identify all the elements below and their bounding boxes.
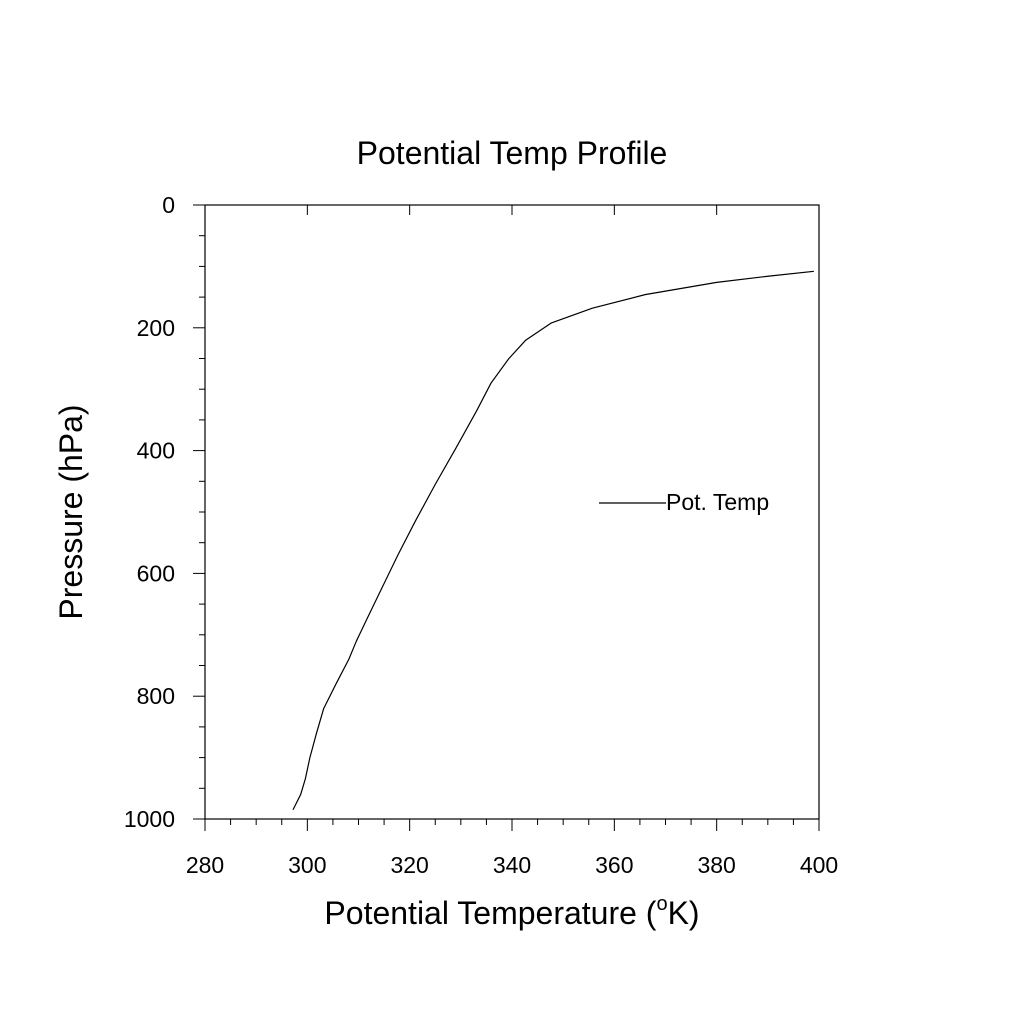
- chart-title: Potential Temp Profile: [357, 135, 668, 171]
- series-line-pot-temp: [292, 270, 814, 811]
- x-axis-title-main: Potential Temperature (: [324, 895, 656, 931]
- x-tick-label: 280: [186, 852, 224, 878]
- series-layer: [292, 270, 814, 811]
- legend-label-pot-temp: Pot. Temp: [666, 489, 769, 515]
- x-tick-label: 360: [595, 852, 633, 878]
- y-tick-label: 200: [137, 315, 175, 341]
- x-tick-label: 320: [390, 852, 428, 878]
- x-tick-label: 380: [697, 852, 735, 878]
- y-tick-label: 0: [162, 192, 175, 218]
- x-tick-label: 340: [493, 852, 531, 878]
- x-axis-title: Potential Temperature (oK): [324, 893, 699, 931]
- y-axis-title: Pressure (hPa): [53, 404, 89, 619]
- y-tick-label: 600: [137, 560, 175, 586]
- x-axis-title-unit: K): [668, 895, 700, 931]
- x-tick-label: 300: [288, 852, 326, 878]
- axis-tick-labels: 280 300 320 340 360 380 400 0 200 400 600 800 1000: [124, 192, 838, 878]
- y-tick-label: 800: [137, 683, 175, 709]
- x-axis-title-superscript: o: [656, 893, 667, 915]
- y-tick-label: 400: [137, 438, 175, 464]
- axis-ticks: [193, 204, 820, 831]
- legend: Pot. Temp: [599, 489, 769, 515]
- x-tick-label: 400: [800, 852, 838, 878]
- y-tick-label: 1000: [124, 806, 175, 832]
